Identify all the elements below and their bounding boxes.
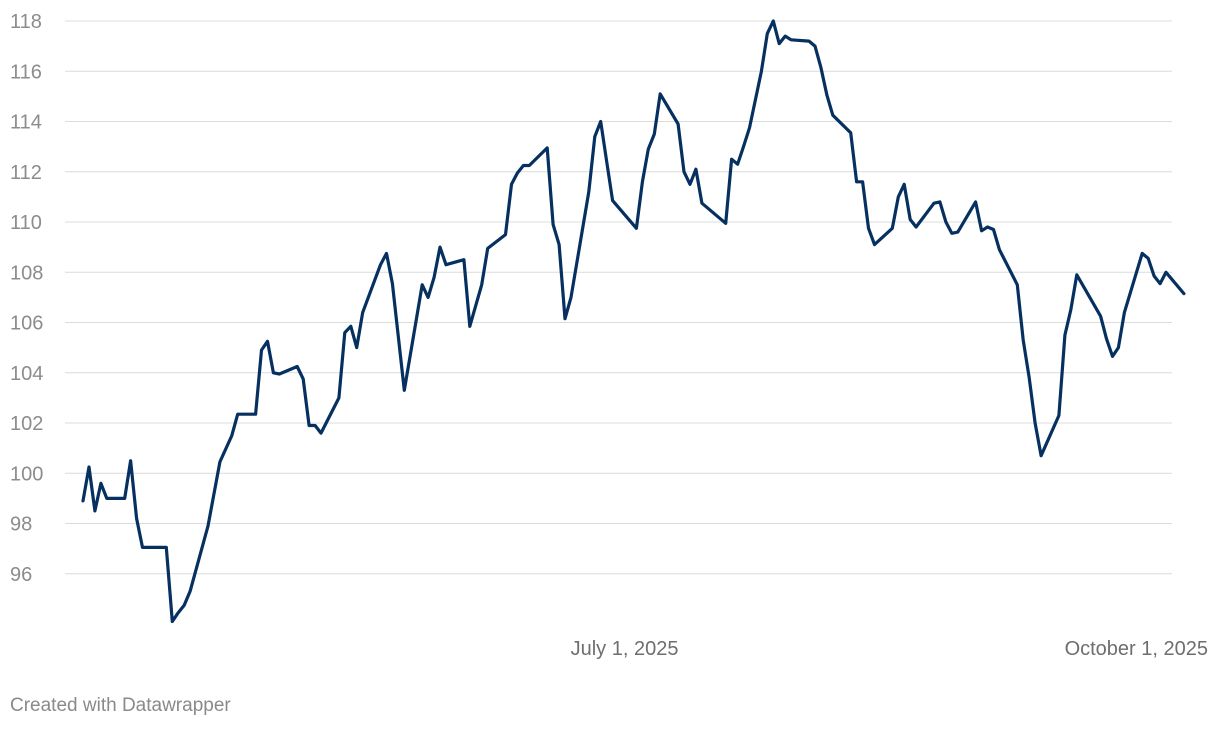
line-chart: 96 98 100 102 104 106 108 110 112 114 116 118 July … [10, 11, 1208, 660]
y-tick-label: 98 [10, 514, 32, 536]
y-tick-label: 110 [10, 212, 42, 234]
series-line [81, 19, 1186, 624]
x-tick-label: July 1, 2025 [571, 638, 679, 660]
y-tick-label: 106 [10, 313, 43, 335]
y-tick-label: 114 [10, 112, 42, 134]
y-tick-label: 96 [10, 564, 32, 586]
y-tick-label: 108 [10, 262, 43, 284]
y-tick-label: 102 [10, 413, 43, 435]
y-tick-label: 104 [10, 363, 43, 385]
credit-text: Created with Datawrapper [10, 695, 231, 716]
x-tick-label: October 1, 2025 [1065, 638, 1208, 660]
x-axis-ticks: July 1, 2025 October 1, 2025 [571, 638, 1208, 660]
y-axis-ticks: 96 98 100 102 104 106 108 110 112 114 116 118 [10, 11, 43, 586]
y-tick-label: 116 [10, 61, 42, 83]
y-tick-label: 100 [10, 463, 43, 485]
gridlines [65, 20, 1172, 575]
y-tick-label: 112 [10, 162, 42, 184]
y-tick-label: 118 [10, 11, 42, 33]
